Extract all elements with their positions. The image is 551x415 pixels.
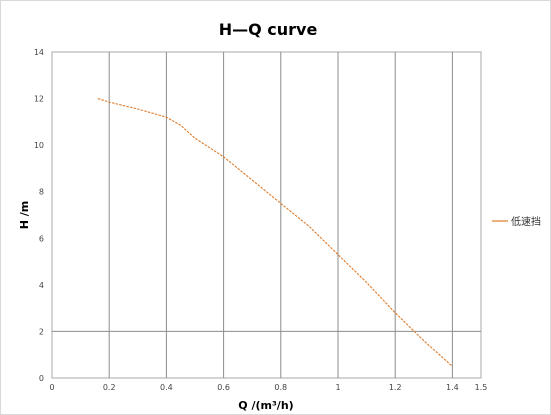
x-tick-label: 0.6: [217, 383, 230, 392]
y-tick-label: 10: [34, 141, 44, 150]
y-tick-label: 4: [39, 281, 44, 290]
legend: 低速挡: [492, 215, 541, 228]
series-lines: [97, 98, 453, 367]
x-tick-label: 1.5: [475, 383, 488, 392]
y-tick-label: 6: [39, 234, 44, 243]
y-axis-label: H /m: [18, 201, 31, 230]
x-tick-label: 1.2: [389, 383, 402, 392]
legend-label: 低速挡: [511, 215, 541, 228]
x-tick-label: 0.8: [274, 383, 287, 392]
y-tick-label: 8: [39, 188, 44, 197]
y-tick-labels: 0 2 4 6 8 10 12 14: [34, 48, 44, 383]
y-tick-label: 0: [39, 374, 44, 383]
x-tick-label: 1.4: [446, 383, 459, 392]
y-tick-label: 2: [39, 327, 44, 336]
x-tick-label: 0: [49, 383, 54, 392]
x-tick-label: 0.2: [103, 383, 116, 392]
x-tick-labels: 0 0.2 0.4 0.6 0.8 1 1.2 1.4 1.5: [49, 383, 487, 392]
y-tick-label: 12: [34, 95, 44, 104]
chart-title: H—Q curve: [219, 20, 318, 39]
series-line-0: [97, 98, 453, 367]
x-axis-label: Q /(m³/h): [238, 399, 293, 412]
plot-area: [51, 51, 482, 379]
x-tick-label: 0.4: [160, 383, 173, 392]
y-tick-label: 14: [34, 48, 44, 57]
x-tick-label: 1: [335, 383, 340, 392]
grid-lines: [52, 52, 481, 378]
